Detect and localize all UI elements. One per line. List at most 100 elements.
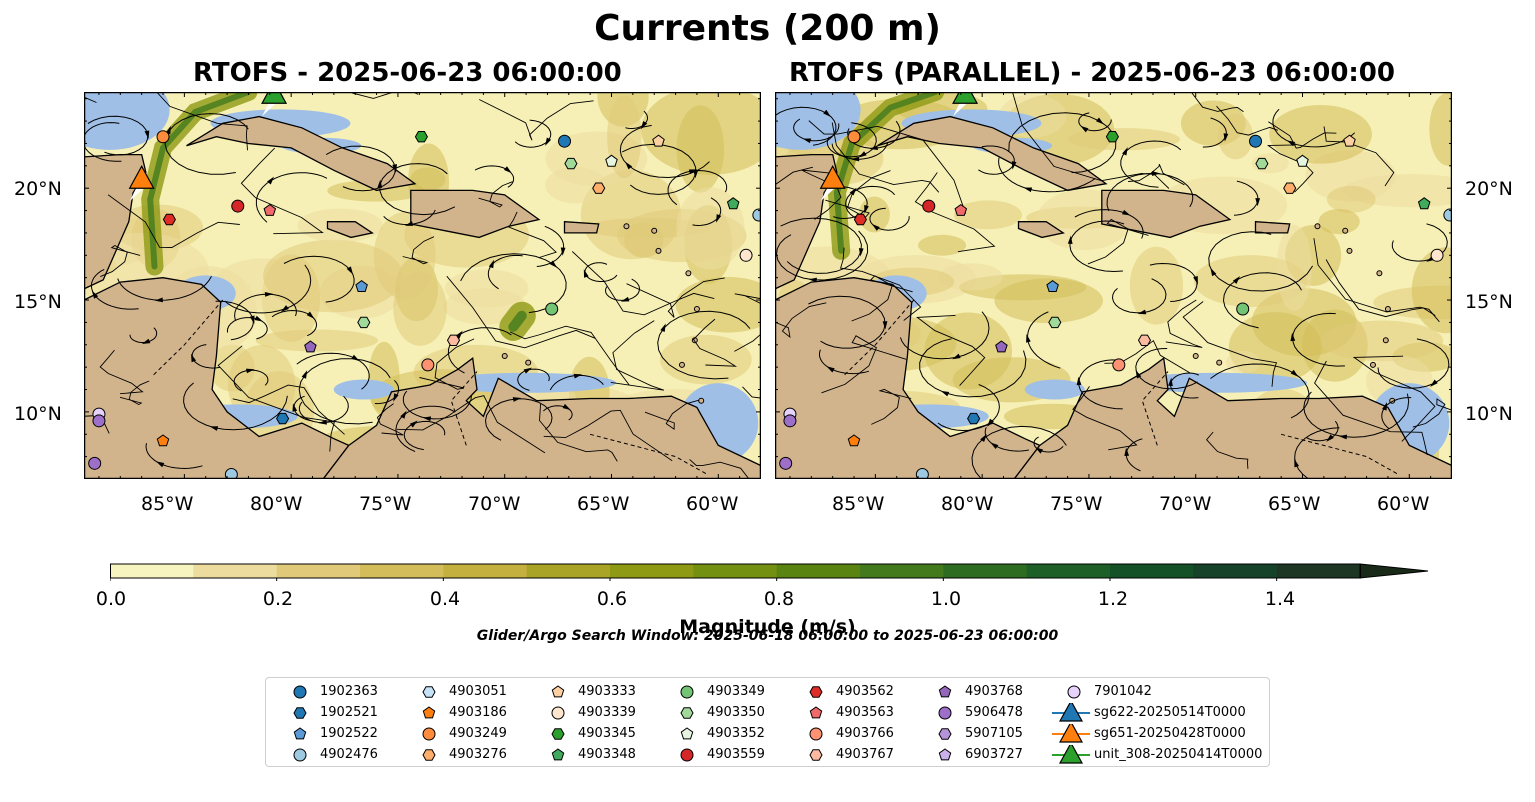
- lon-label-60w-right: 60°W: [1377, 493, 1430, 515]
- streamline: [742, 386, 761, 399]
- colorbar-tick-4: 0.8: [763, 588, 795, 610]
- legend-marker: [809, 749, 823, 761]
- float-marker-4903766: [421, 358, 435, 372]
- streamline-arrow: [1067, 235, 1073, 245]
- streamline-arrow: [940, 390, 950, 397]
- float-marker-1902521: [967, 412, 981, 425]
- float-marker-4903352: [605, 154, 618, 167]
- legend-label: 4903352: [707, 726, 765, 741]
- streamline: [478, 181, 513, 208]
- float-marker-4903563: [263, 203, 277, 216]
- float-marker-4903767: [446, 334, 461, 346]
- land-jamaica: [326, 221, 374, 239]
- float-marker-4903333: [652, 134, 665, 147]
- colorbar-segment: [943, 564, 1028, 578]
- float-marker-4903768: [995, 340, 1008, 353]
- speed-contour: [545, 166, 607, 204]
- streamline-arrow: [1011, 161, 1017, 170]
- island: [1369, 361, 1376, 368]
- float-marker-4903345: [1105, 131, 1119, 143]
- shallow-water: [333, 379, 394, 400]
- float-marker-4903350: [357, 316, 371, 329]
- lon-label-70w-right: 70°W: [1159, 493, 1212, 515]
- streamline-arrow: [1255, 198, 1261, 207]
- country-border: [842, 299, 915, 377]
- streamline-arrow: [640, 120, 648, 130]
- streamline: [825, 170, 891, 219]
- triangle-marker-icon: [1052, 703, 1090, 722]
- island: [623, 223, 630, 230]
- streamline: [119, 380, 150, 406]
- legend-label: 4903767: [836, 747, 894, 762]
- streamline-arrow: [155, 461, 165, 468]
- speed-contour: [924, 312, 1013, 390]
- float-marker-4902476: [1443, 208, 1452, 222]
- streamline-arrow: [1035, 447, 1044, 454]
- land-mexico: [84, 92, 147, 290]
- circle-marker-icon: [551, 706, 565, 720]
- island: [1216, 359, 1223, 366]
- legend-label: 4903339: [578, 705, 636, 720]
- land-hispaniola: [1101, 189, 1232, 239]
- streamline-arrow: [1294, 458, 1300, 468]
- legend-marker: [680, 748, 694, 762]
- streamline-arrow: [1096, 117, 1104, 125]
- float-marker-4903767: [1137, 334, 1152, 346]
- streamline-arrow: [1290, 332, 1296, 342]
- circle-marker-icon: [293, 748, 307, 762]
- lon-label-60w-left: 60°W: [686, 493, 739, 515]
- float-marker-1902522: [355, 279, 368, 292]
- colorbar-segment: [693, 564, 778, 578]
- float-marker-4903249: [847, 130, 861, 144]
- float-marker-1902363: [558, 134, 572, 148]
- legend-marker: [422, 706, 436, 719]
- streamline: [217, 345, 335, 452]
- circle-marker-icon: [422, 727, 436, 741]
- legend-label: 5907105: [965, 726, 1023, 741]
- glider-marker-sg651-20250428T0000: [819, 164, 846, 189]
- streamline-arrow: [693, 170, 699, 179]
- legend-marker: [293, 748, 307, 762]
- streamline-arrow: [1338, 434, 1348, 440]
- legend-marker: [809, 706, 823, 719]
- island: [1376, 270, 1383, 277]
- streamline-arrow: [144, 130, 150, 139]
- legend-label: 1902521: [320, 705, 378, 720]
- streamline-arrow: [987, 418, 994, 427]
- streamline-arrow: [545, 137, 552, 146]
- search-window-text: Glider/Argo Search Window: 2025-06-18 06…: [476, 628, 1059, 644]
- float-marker-4903768: [304, 340, 317, 353]
- lat-label-20n-right: 20°N: [1465, 178, 1513, 200]
- float-marker-5906478: [88, 456, 102, 470]
- float-marker-4903186: [156, 434, 170, 447]
- float-marker-4903766: [1112, 358, 1126, 372]
- streamline: [99, 349, 144, 395]
- float-marker-1902363: [1249, 134, 1263, 148]
- map-panel-rtofs: [84, 92, 761, 479]
- streamline-arrow: [850, 156, 860, 162]
- legend-label: 4903350: [707, 705, 765, 720]
- legend-label: 1902363: [320, 684, 378, 699]
- streamline-arrow: [306, 311, 315, 319]
- legend-marker: [293, 727, 307, 740]
- streamline-arrow: [849, 187, 857, 196]
- colorbar-tick-3: 0.6: [596, 588, 628, 610]
- streamline: [539, 403, 618, 462]
- lon-label-65w-left: 65°W: [577, 493, 630, 515]
- strong-current-core: [833, 92, 939, 254]
- streamline: [914, 172, 996, 253]
- speed-contour: [675, 276, 761, 333]
- streamline-arrow: [503, 166, 512, 174]
- legend-marker: [809, 686, 823, 698]
- streamline: [871, 388, 912, 425]
- legend-marker: [680, 727, 694, 740]
- streamline-arrow: [882, 321, 888, 330]
- island: [1384, 305, 1391, 312]
- streamline-arrow: [141, 338, 151, 345]
- country-border: [450, 371, 478, 446]
- island: [698, 397, 705, 404]
- island: [685, 270, 692, 277]
- hexagon-marker-icon: [422, 686, 436, 698]
- island: [525, 359, 532, 366]
- streamline: [1072, 386, 1138, 451]
